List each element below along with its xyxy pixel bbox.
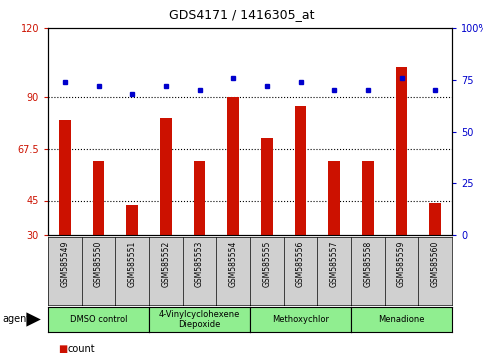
Text: DMSO control: DMSO control: [70, 315, 127, 324]
Bar: [227, 97, 239, 235]
Text: GSM585551: GSM585551: [128, 240, 137, 287]
Text: GSM585552: GSM585552: [161, 240, 170, 287]
Text: agent: agent: [2, 314, 30, 325]
Text: GSM585550: GSM585550: [94, 240, 103, 287]
Bar: [194, 161, 205, 235]
Text: Menadione: Menadione: [378, 315, 425, 324]
Text: GSM585554: GSM585554: [228, 240, 238, 287]
Text: GSM585557: GSM585557: [330, 240, 339, 287]
Text: GSM585558: GSM585558: [363, 240, 372, 287]
Text: GSM585549: GSM585549: [60, 240, 70, 287]
Bar: [126, 205, 138, 235]
Bar: [93, 161, 104, 235]
Text: count: count: [67, 343, 95, 354]
Text: 4-Vinylcyclohexene
Diepoxide: 4-Vinylcyclohexene Diepoxide: [159, 310, 240, 329]
Polygon shape: [27, 312, 41, 327]
Text: GDS4171 / 1416305_at: GDS4171 / 1416305_at: [169, 8, 314, 21]
Bar: [396, 67, 407, 235]
Text: Methoxychlor: Methoxychlor: [272, 315, 329, 324]
Text: GSM585556: GSM585556: [296, 240, 305, 287]
Bar: [59, 120, 71, 235]
Bar: [362, 161, 374, 235]
Text: GSM585559: GSM585559: [397, 240, 406, 287]
Bar: [160, 118, 172, 235]
Text: GSM585555: GSM585555: [262, 240, 271, 287]
Text: ■: ■: [57, 343, 67, 354]
Bar: [261, 138, 273, 235]
Bar: [328, 161, 340, 235]
Bar: [429, 203, 441, 235]
Bar: [295, 106, 306, 235]
Text: GSM585560: GSM585560: [431, 240, 440, 287]
Text: GSM585553: GSM585553: [195, 240, 204, 287]
